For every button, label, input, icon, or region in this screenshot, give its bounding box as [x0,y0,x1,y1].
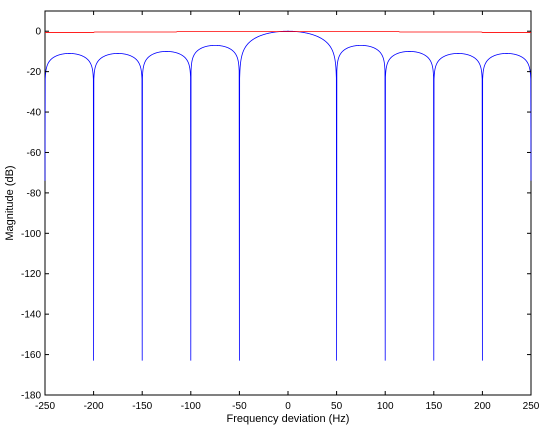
x-tick-label: -250 [35,401,55,412]
y-tick-label: 0 [35,27,41,38]
y-tick-label: -40 [27,108,42,119]
y-tick-label: -180 [21,391,41,402]
x-tick-label: -50 [232,401,247,412]
y-tick-label: -20 [27,67,42,78]
x-tick-label: 150 [425,401,442,412]
y-tick-label: -80 [27,188,42,199]
y-tick-label: -120 [21,269,41,280]
x-tick-label: 0 [285,401,291,412]
magnitude-response-line [44,30,532,361]
x-tick-label: -200 [84,401,104,412]
x-axis-label: Frequency deviation (Hz) [227,413,350,425]
x-tick-label: 250 [523,401,540,412]
y-tick-label: -160 [21,350,41,361]
ticks-layer: -250 -200 -150 -100 -50 0 50 100 150 200 250 0 -20 -4… [21,11,540,412]
y-tick-label: -60 [27,148,42,159]
plot-area [44,10,532,396]
y-tick-label: -100 [21,229,41,240]
y-axis-label: Magnitude (dB) [4,165,16,240]
series-layer [44,30,532,361]
x-tick-label: 100 [377,401,394,412]
x-tick-label: 200 [474,401,491,412]
reference-line [45,31,531,33]
y-tick-label: -140 [21,310,41,321]
x-tick-label: -100 [181,401,201,412]
x-tick-label: 50 [331,401,343,412]
x-tick-label: -150 [132,401,152,412]
